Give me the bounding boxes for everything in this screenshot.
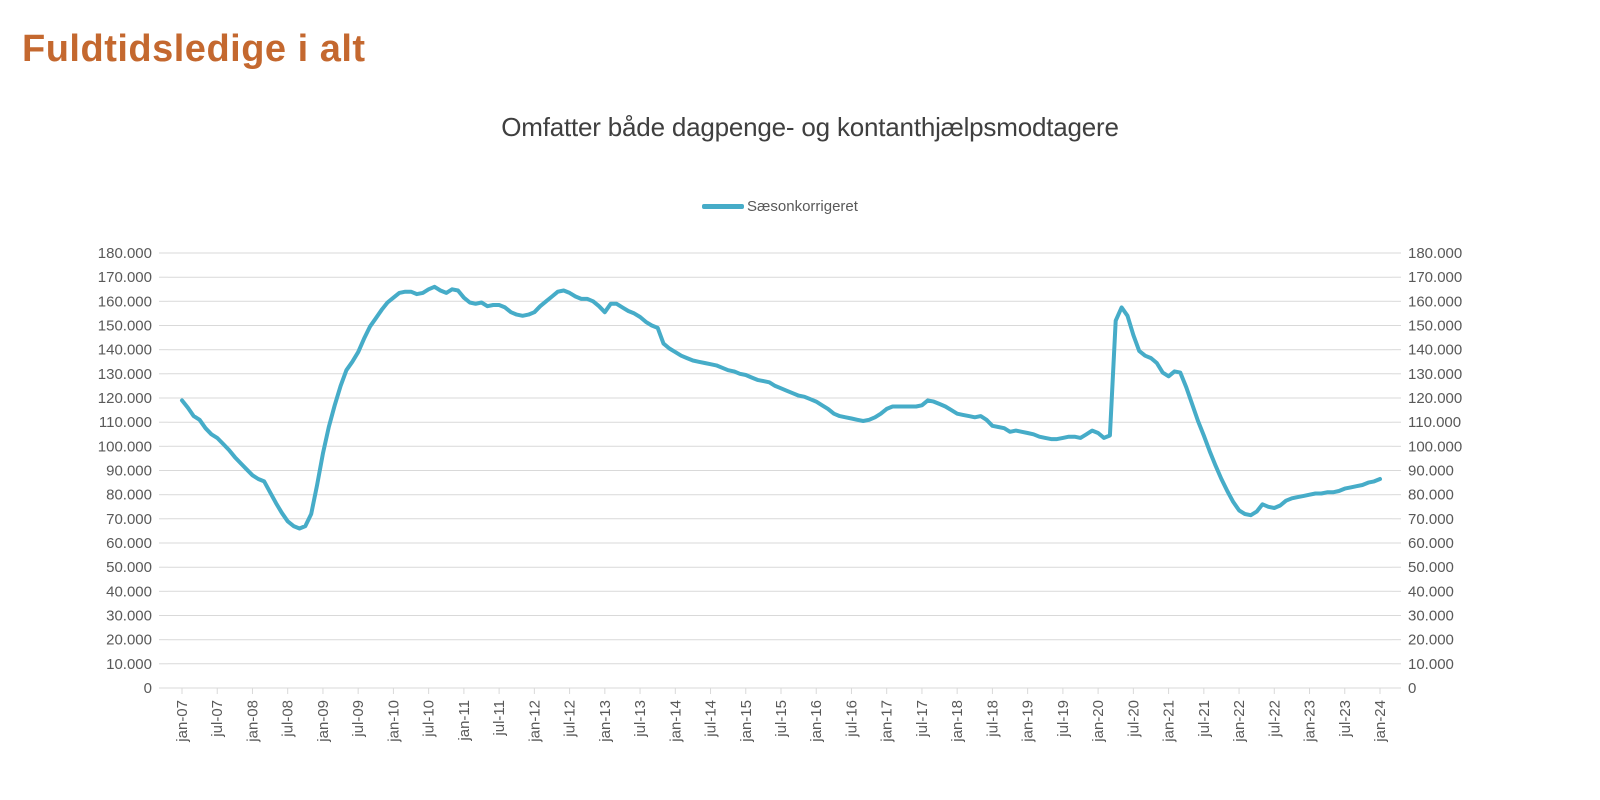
x-axis-label: jan-22 [1231,700,1248,743]
y-axis-label-left: 40.000 [106,583,152,600]
x-axis-label: jul-13 [632,700,649,738]
x-axis-label: jan-23 [1302,700,1319,743]
legend-series-label: Sæsonkorrigeret [747,198,858,215]
x-axis-label: jul-14 [703,700,720,738]
y-axis-label-right: 110.000 [1408,414,1461,431]
x-axis-label: jan-18 [949,700,966,743]
y-axis-label-right: 50.000 [1408,559,1454,576]
y-axis-label-left: 90.000 [106,463,152,480]
x-axis-label: jul-17 [914,700,931,738]
x-axis-label: jan-24 [1372,700,1389,743]
y-axis-label-right: 100.000 [1408,438,1462,455]
y-axis-label-right: 150.000 [1408,318,1462,335]
x-axis-label: jul-21 [1196,700,1213,738]
y-axis-label-right: 130.000 [1408,366,1462,383]
x-axis-label: jan-13 [597,700,614,743]
x-axis-label: jan-07 [174,700,191,743]
x-axis-label: jan-09 [315,700,332,743]
y-axis-label-left: 50.000 [106,559,152,576]
legend-line-swatch-icon [702,204,745,209]
x-axis-label: jul-22 [1266,700,1283,738]
x-axis-label: jul-08 [280,700,297,738]
x-axis-label: jan-11 [456,700,473,742]
x-axis-label: jan-20 [1090,700,1107,743]
chart-title-wrap: Omfatter både dagpenge- og kontanthjælps… [150,112,1470,143]
x-axis-label: jul-09 [350,700,367,738]
y-axis-label-left: 80.000 [106,487,152,504]
y-axis-label-left: 0 [144,680,152,697]
chart-legend: Sæsonkorrigeret [168,198,1392,215]
page-title: Fuldtidsledige i alt [22,28,366,70]
x-axis-label: jul-12 [562,700,579,738]
y-axis-label-right: 80.000 [1408,487,1454,504]
y-axis-label-left: 160.000 [98,293,152,310]
y-axis-label-right: 0 [1408,680,1416,697]
y-axis-label-right: 120.000 [1408,390,1462,407]
y-axis-label-left: 120.000 [98,390,152,407]
y-axis-label-left: 60.000 [106,535,152,552]
y-axis-label-right: 170.000 [1408,269,1462,286]
y-axis-label-right: 90.000 [1408,463,1454,480]
y-axis-label-left: 70.000 [106,511,152,528]
x-axis-label: jul-15 [773,700,790,738]
x-axis-label: jan-16 [808,700,825,743]
y-axis-label-left: 110.000 [99,414,152,431]
x-axis-label: jul-16 [844,700,861,738]
x-axis-label: jul-11 [491,700,508,737]
x-axis-label: jan-10 [385,700,402,743]
y-axis-label-left: 20.000 [106,632,152,649]
x-axis-label: jan-08 [245,700,262,743]
y-axis-label-left: 180.000 [98,245,152,262]
y-axis-label-right: 10.000 [1408,656,1454,673]
series-line-saesonkorrigeret [180,284,1382,531]
y-axis-label-left: 170.000 [98,269,152,286]
x-axis-label: jan-14 [667,700,684,743]
y-axis-label-right: 180.000 [1408,245,1462,262]
x-axis-label: jul-07 [209,700,226,738]
y-axis-label-left: 150.000 [98,318,152,335]
x-axis-label: jul-20 [1125,700,1142,738]
y-axis-label-left: 100.000 [98,438,152,455]
y-axis-label-right: 20.000 [1408,632,1454,649]
chart-title: Omfatter både dagpenge- og kontanthjælps… [501,112,1119,142]
x-axis-label: jan-19 [1020,700,1037,743]
y-axis-label-left: 140.000 [98,342,152,359]
y-axis-label-right: 140.000 [1408,342,1462,359]
x-axis-label: jul-18 [984,700,1001,738]
y-axis-label-right: 40.000 [1408,583,1454,600]
y-axis-label-right: 60.000 [1408,535,1454,552]
x-axis-label: jan-12 [526,700,543,743]
x-axis-label: jul-10 [421,700,438,738]
x-axis-label: jan-17 [879,700,896,743]
y-axis-label-right: 160.000 [1408,293,1462,310]
y-axis-label-left: 10.000 [106,656,152,673]
x-axis-label: jul-23 [1337,700,1354,738]
y-axis-label-right: 30.000 [1408,608,1454,625]
x-axis-label: jan-15 [738,700,755,743]
y-axis-label-right: 70.000 [1408,511,1454,528]
x-axis-label: jul-19 [1055,700,1072,738]
y-axis-label-left: 30.000 [106,608,152,625]
y-axis-label-left: 130.000 [98,366,152,383]
x-axis-label: jan-21 [1161,700,1178,743]
